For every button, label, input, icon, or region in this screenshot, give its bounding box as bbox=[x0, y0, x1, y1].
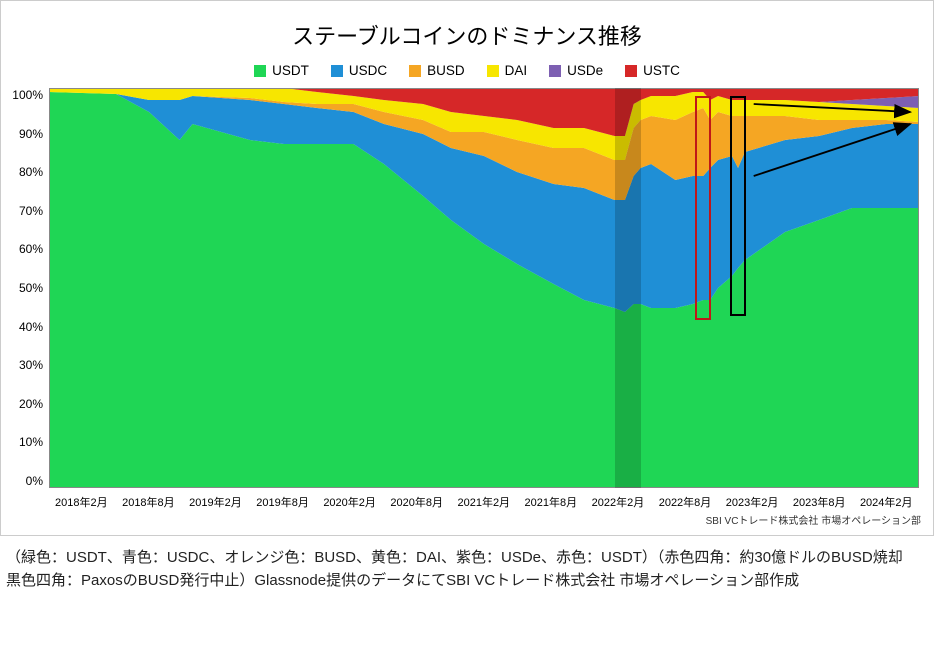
legend: USDT USDC BUSD DAI USDe USTC bbox=[7, 63, 927, 78]
swatch-icon bbox=[409, 65, 421, 77]
y-tick: 80% bbox=[19, 165, 43, 179]
annotation-arrows bbox=[49, 88, 919, 488]
y-tick: 0% bbox=[26, 474, 43, 488]
x-tick: 2018年8月 bbox=[122, 494, 189, 510]
x-tick: 2019年2月 bbox=[189, 494, 256, 510]
plot-wrap: 100% 90% 80% 70% 60% 50% 40% 30% 20% 10% 0% bbox=[7, 88, 927, 488]
caption: （緑色：USDT、青色：USDC、オレンジ色：BUSD、黄色：DAI、紫色：US… bbox=[0, 536, 934, 599]
x-tick: 2020年2月 bbox=[323, 494, 390, 510]
x-tick: 2024年2月 bbox=[860, 494, 927, 510]
swatch-icon bbox=[625, 65, 637, 77]
chart-title: ステーブルコインのドミナンス推移 bbox=[7, 19, 927, 51]
y-tick: 60% bbox=[19, 242, 43, 256]
y-tick: 20% bbox=[19, 397, 43, 411]
legend-item-dai: DAI bbox=[487, 63, 528, 78]
x-axis: 2018年2月2018年8月2019年2月2019年8月2020年2月2020年… bbox=[55, 488, 927, 510]
legend-label: BUSD bbox=[427, 63, 465, 78]
x-tick: 2020年8月 bbox=[390, 494, 457, 510]
legend-item-busd: BUSD bbox=[409, 63, 465, 78]
x-tick: 2021年8月 bbox=[525, 494, 592, 510]
y-tick: 10% bbox=[19, 435, 43, 449]
legend-label: USTC bbox=[643, 63, 680, 78]
legend-item-usdc: USDC bbox=[331, 63, 387, 78]
y-tick: 70% bbox=[19, 204, 43, 218]
source-line: SBI VCトレード株式会社 市場オペレーション部 bbox=[7, 510, 927, 527]
x-tick: 2018年2月 bbox=[55, 494, 122, 510]
x-tick: 2022年8月 bbox=[659, 494, 726, 510]
swatch-icon bbox=[331, 65, 343, 77]
y-tick: 30% bbox=[19, 358, 43, 372]
legend-item-ustc: USTC bbox=[625, 63, 680, 78]
y-tick: 50% bbox=[19, 281, 43, 295]
legend-item-usdt: USDT bbox=[254, 63, 309, 78]
x-tick: 2023年2月 bbox=[726, 494, 793, 510]
y-tick: 100% bbox=[12, 88, 43, 102]
x-tick: 2022年2月 bbox=[592, 494, 659, 510]
legend-label: USDC bbox=[349, 63, 387, 78]
swatch-icon bbox=[487, 65, 499, 77]
y-axis: 100% 90% 80% 70% 60% 50% 40% 30% 20% 10% 0% bbox=[7, 88, 49, 488]
chart-box: ステーブルコインのドミナンス推移 USDT USDC BUSD DAI USDe USTC… bbox=[0, 0, 934, 536]
y-tick: 90% bbox=[19, 127, 43, 141]
x-tick: 2019年8月 bbox=[256, 494, 323, 510]
legend-label: USDT bbox=[272, 63, 309, 78]
legend-label: USDe bbox=[567, 63, 603, 78]
swatch-icon bbox=[254, 65, 266, 77]
figure: ステーブルコインのドミナンス推移 USDT USDC BUSD DAI USDe USTC… bbox=[0, 0, 934, 599]
x-tick: 2021年2月 bbox=[457, 494, 524, 510]
plot-area bbox=[49, 88, 927, 488]
swatch-icon bbox=[549, 65, 561, 77]
y-tick: 40% bbox=[19, 320, 43, 334]
legend-item-usde: USDe bbox=[549, 63, 603, 78]
x-tick: 2023年8月 bbox=[793, 494, 860, 510]
legend-label: DAI bbox=[505, 63, 528, 78]
